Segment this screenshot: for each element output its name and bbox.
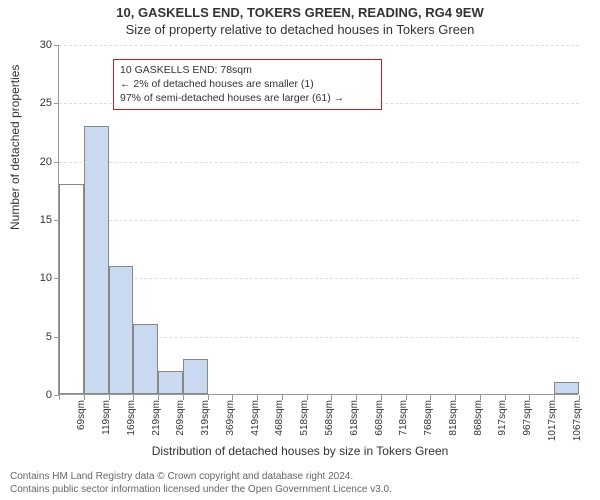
histogram-bar (554, 382, 579, 394)
x-tick-label: 768sqm (423, 400, 434, 445)
grid-line (59, 278, 579, 279)
x-tick-label: 868sqm (473, 400, 484, 445)
annotation-box: 10 GASKELLS END: 78sqm← 2% of detached h… (113, 59, 382, 110)
chart-container: 10, GASKELLS END, TOKERS GREEN, READING,… (0, 0, 600, 500)
x-axis-label: Distribution of detached houses by size … (0, 444, 600, 458)
x-tick-mark (282, 395, 283, 400)
x-tick-label: 69sqm (76, 400, 87, 445)
x-tick-mark (84, 395, 85, 400)
x-tick-mark (331, 395, 332, 400)
x-tick-label: 718sqm (398, 400, 409, 445)
y-axis-label: Number of detached properties (8, 65, 22, 230)
y-tick-label: 5 (46, 331, 52, 343)
y-tick-label: 30 (40, 39, 52, 51)
x-tick-mark (133, 395, 134, 400)
x-tick-mark (579, 395, 580, 400)
x-tick-label: 369sqm (225, 400, 236, 445)
x-tick-label: 269sqm (175, 400, 186, 445)
x-tick-mark (529, 395, 530, 400)
x-tick-mark (505, 395, 506, 400)
x-tick-label: 518sqm (299, 400, 310, 445)
histogram-bar (59, 184, 84, 394)
x-tick-mark (208, 395, 209, 400)
y-tick-label: 10 (40, 272, 52, 284)
x-tick-label: 668sqm (374, 400, 385, 445)
chart-title-sub: Size of property relative to detached ho… (0, 22, 600, 37)
histogram-bar (84, 126, 109, 394)
y-tick-label: 0 (46, 389, 52, 401)
x-tick-label: 967sqm (522, 400, 533, 445)
x-tick-label: 468sqm (274, 400, 285, 445)
x-tick-mark (480, 395, 481, 400)
x-tick-mark (59, 395, 60, 400)
annotation-line: 10 GASKELLS END: 78sqm (120, 63, 375, 77)
x-tick-mark (381, 395, 382, 400)
footer-line-1: Contains HM Land Registry data © Crown c… (10, 470, 590, 483)
x-tick-label: 818sqm (448, 400, 459, 445)
y-tick-label: 15 (40, 214, 52, 226)
x-tick-label: 1017sqm (547, 400, 558, 445)
y-tick-mark (54, 103, 59, 104)
annotation-line: 97% of semi-detached houses are larger (… (120, 91, 375, 105)
grid-line (59, 220, 579, 221)
x-tick-label: 419sqm (250, 400, 261, 445)
x-tick-mark (356, 395, 357, 400)
x-tick-label: 219sqm (151, 400, 162, 445)
x-tick-mark (406, 395, 407, 400)
x-tick-label: 568sqm (324, 400, 335, 445)
x-tick-label: 169sqm (126, 400, 137, 445)
histogram-bar (133, 324, 158, 394)
x-tick-mark (183, 395, 184, 400)
x-tick-mark (232, 395, 233, 400)
x-tick-mark (455, 395, 456, 400)
annotation-line: ← 2% of detached houses are smaller (1) (120, 77, 375, 91)
chart-title-main: 10, GASKELLS END, TOKERS GREEN, READING,… (0, 5, 600, 20)
x-tick-mark (430, 395, 431, 400)
plot-area: 05101520253069sqm119sqm169sqm219sqm269sq… (58, 45, 578, 395)
x-tick-label: 917sqm (497, 400, 508, 445)
grid-line (59, 162, 579, 163)
footer-attribution: Contains HM Land Registry data © Crown c… (10, 470, 590, 496)
x-tick-mark (158, 395, 159, 400)
x-tick-mark (257, 395, 258, 400)
x-tick-label: 618sqm (349, 400, 360, 445)
y-tick-label: 25 (40, 97, 52, 109)
histogram-bar (158, 371, 183, 394)
y-tick-mark (54, 162, 59, 163)
x-tick-mark (307, 395, 308, 400)
grid-line (59, 45, 579, 46)
y-tick-mark (54, 45, 59, 46)
histogram-bar (183, 359, 208, 394)
x-tick-label: 1067sqm (572, 400, 583, 445)
y-tick-label: 20 (40, 156, 52, 168)
x-tick-label: 319sqm (200, 400, 211, 445)
x-tick-mark (109, 395, 110, 400)
x-tick-label: 119sqm (101, 400, 112, 445)
histogram-bar (109, 266, 134, 394)
x-tick-mark (554, 395, 555, 400)
footer-line-2: Contains public sector information licen… (10, 483, 590, 496)
